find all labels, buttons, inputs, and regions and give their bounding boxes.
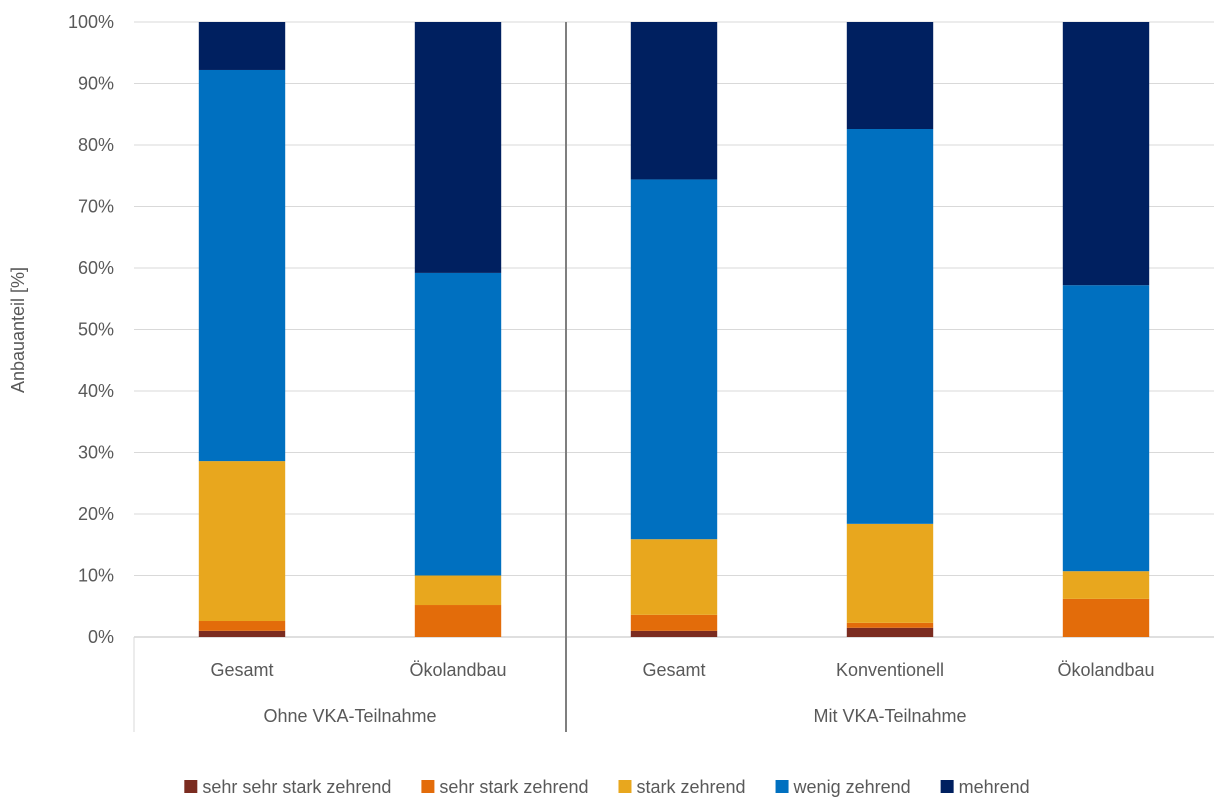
legend-item: mehrend: [940, 777, 1030, 797]
bars: [198, 22, 1150, 637]
x-tick-label: Ökolandbau: [1057, 660, 1154, 680]
x-tick-label: Gesamt: [642, 660, 705, 680]
legend-label: sehr stark zehrend: [439, 777, 588, 797]
y-tick-label: 0%: [88, 627, 114, 647]
legend-item: sehr sehr stark zehrend: [184, 777, 391, 797]
legend-item: wenig zehrend: [775, 777, 911, 797]
bar-segment-4: [630, 179, 718, 540]
bar-segment-5: [846, 22, 934, 130]
bar-segment-4: [198, 69, 286, 462]
bar-segment-5: [1062, 22, 1150, 286]
bar-segment-2: [630, 614, 718, 631]
x-tick-label: Konventionell: [836, 660, 944, 680]
y-tick-label: 60%: [78, 258, 114, 278]
bar-segment-3: [414, 575, 502, 606]
x-group-label: Ohne VKA-Teilnahme: [263, 706, 436, 726]
y-tick-label: 50%: [78, 320, 114, 340]
x-tick-label: Gesamt: [210, 660, 273, 680]
x-tick-label: Ökolandbau: [409, 660, 506, 680]
bar-segment-2: [1062, 598, 1150, 637]
y-tick-labels: 0% 10% 20% 30% 40% 50% 60% 70% 80% 90% 100%: [68, 12, 114, 647]
bar-segment-5: [198, 22, 286, 70]
bar-segment-1: [630, 630, 718, 637]
y-tick-label: 20%: [78, 504, 114, 524]
bar-segment-3: [1062, 571, 1150, 599]
y-tick-label: 40%: [78, 381, 114, 401]
legend-label: wenig zehrend: [793, 777, 911, 797]
y-tick-label: 100%: [68, 12, 114, 32]
legend-swatch: [940, 780, 954, 793]
bar-segment-2: [198, 621, 286, 631]
bar-segment-4: [414, 272, 502, 576]
bar-segment-3: [630, 539, 718, 615]
legend-item: sehr stark zehrend: [421, 777, 588, 797]
bar-segment-2: [846, 622, 934, 628]
legend-swatch: [421, 780, 435, 793]
y-tick-label: 80%: [78, 135, 114, 155]
legend-label: mehrend: [959, 777, 1030, 797]
bar-segment-1: [846, 627, 934, 637]
bar-segment-4: [846, 129, 934, 524]
legend: sehr sehr stark zehrend sehr stark zehren…: [184, 777, 1030, 797]
y-tick-label: 70%: [78, 197, 114, 217]
bar-segment-2: [414, 605, 502, 637]
y-axis-label: Anbauanteil [%]: [8, 267, 28, 393]
bar-segment-4: [1062, 285, 1150, 572]
legend-swatch: [184, 780, 198, 793]
bar-segment-5: [414, 22, 502, 273]
y-tick-label: 90%: [78, 74, 114, 94]
legend-swatch: [775, 780, 789, 793]
y-tick-label: 10%: [78, 566, 114, 586]
bar-segment-5: [630, 22, 718, 180]
legend-label: stark zehrend: [636, 777, 745, 797]
x-group-label: Mit VKA-Teilnahme: [813, 706, 966, 726]
legend-label: sehr sehr stark zehrend: [202, 777, 391, 797]
y-tick-label: 30%: [78, 443, 114, 463]
bar-segment-3: [198, 461, 286, 622]
legend-item: stark zehrend: [618, 777, 746, 797]
bar-segment-1: [198, 630, 286, 637]
bar-segment-3: [846, 523, 934, 623]
x-axis: Gesamt Ökolandbau Gesamt Konventionell Ökola…: [133, 22, 1155, 732]
legend-swatch: [618, 780, 632, 793]
